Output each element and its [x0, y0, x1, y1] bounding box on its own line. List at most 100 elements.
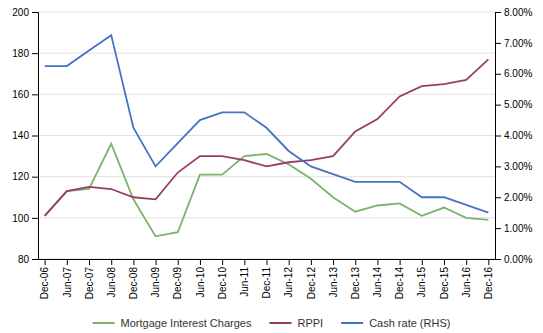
chart: Dec-06 Jun-07 Dec-07 Jun-08 Dec-08 Jun-09 Dec-… — [0, 0, 543, 333]
tick: 200 — [12, 7, 38, 18]
x-axis: Dec-06 Jun-07 Dec-07 Jun-08 Dec-08 Jun-09 Dec-… — [39, 259, 496, 299]
tick-label: Jun-12 — [283, 267, 294, 298]
tick-mark — [32, 136, 38, 137]
tick-label: 2.00% — [504, 192, 532, 203]
tick-label: 3.00% — [504, 161, 532, 172]
legend: Mortgage Interest Charges RPPI Cash rate (… — [93, 317, 451, 329]
tick-label: Jun-07 — [62, 267, 73, 298]
tick: Dec-09 — [172, 259, 183, 299]
tick-label: Dec-14 — [394, 267, 405, 300]
tick-mark — [488, 259, 489, 265]
tick: Dec-06 — [39, 259, 50, 299]
tick-label: Dec-12 — [306, 267, 317, 300]
tick-mark — [355, 259, 356, 265]
tick-label: 80 — [18, 254, 30, 265]
tick: Dec-13 — [350, 259, 361, 299]
tick-label: 7.00% — [504, 38, 532, 49]
legend-swatch — [93, 322, 115, 324]
tick-mark — [32, 218, 38, 219]
series-group — [45, 35, 489, 236]
tick-mark — [495, 12, 501, 13]
tick-label: Jun-16 — [461, 267, 472, 298]
grid-line — [38, 53, 495, 54]
tick-label: Jun-08 — [106, 267, 117, 298]
series-line — [45, 144, 489, 237]
tick: 0.00% — [495, 254, 532, 265]
plot: Dec-06 Jun-07 Dec-07 Jun-08 Dec-08 Jun-09 Dec-… — [12, 7, 532, 300]
tick-label: 6.00% — [504, 68, 532, 79]
axis-line — [496, 13, 502, 260]
legend-label: RPPI — [297, 317, 323, 329]
tick: Jun-07 — [62, 259, 73, 298]
tick: 100 — [12, 213, 38, 224]
tick: 3.00% — [495, 161, 532, 172]
legend-item: Cash rate (RHS) — [341, 317, 450, 329]
tick-mark — [495, 166, 501, 167]
tick: Dec-08 — [128, 259, 139, 299]
legend-item: Mortgage Interest Charges — [93, 317, 252, 329]
tick-label: Jun-13 — [328, 267, 339, 298]
tick-mark — [422, 259, 423, 265]
tick: 6.00% — [495, 68, 532, 79]
tick-mark — [244, 259, 245, 265]
tick-mark — [32, 259, 38, 260]
tick-mark — [311, 259, 312, 265]
tick-mark — [111, 259, 112, 265]
tick-label: Dec-10 — [217, 267, 228, 300]
tick: Dec-16 — [483, 259, 494, 299]
tick-label: 120 — [12, 171, 29, 182]
tick-mark — [333, 259, 334, 265]
grid-line — [38, 12, 495, 13]
grid-line — [38, 135, 495, 136]
tick-label: Dec-11 — [261, 267, 272, 299]
tick-mark — [495, 136, 501, 137]
tick-mark — [466, 259, 467, 265]
legend-item: RPPI — [269, 317, 323, 329]
tick-label: 5.00% — [504, 99, 532, 110]
tick-mark — [89, 259, 90, 265]
tick: Jun-09 — [150, 259, 161, 298]
tick: Dec-07 — [84, 259, 95, 299]
tick: Dec-12 — [306, 259, 317, 299]
tick-label: 4.00% — [504, 130, 532, 141]
tick-label: 8.00% — [504, 7, 532, 18]
tick: 5.00% — [495, 99, 532, 110]
tick-mark — [178, 259, 179, 265]
tick-label: 1.00% — [504, 223, 532, 234]
grid-line — [38, 176, 495, 177]
tick-mark — [32, 94, 38, 95]
tick-label: 200 — [12, 7, 29, 18]
tick-label: 160 — [12, 89, 29, 100]
tick-label: 180 — [12, 48, 29, 59]
tick-mark — [156, 259, 157, 265]
y2-axis: 0.00% 1.00% 2.00% 3.00% 4.00% 5.00% 6.00% 7.00%… — [495, 7, 532, 265]
tick-mark — [495, 228, 501, 229]
legend-swatch — [341, 322, 363, 324]
tick-label: Jun-15 — [416, 267, 427, 298]
tick-label: Dec-09 — [172, 267, 183, 300]
axis-line — [32, 13, 39, 260]
legend-label: Mortgage Interest Charges — [121, 317, 252, 329]
tick: Dec-10 — [217, 259, 228, 299]
tick: Dec-11 — [261, 259, 272, 299]
tick: Jun-12 — [283, 259, 294, 298]
tick: Jun-14 — [372, 259, 383, 298]
grid-line — [38, 94, 495, 95]
tick: 160 — [12, 89, 38, 100]
tick: Jun-08 — [106, 259, 117, 298]
tick-mark — [67, 259, 68, 265]
tick: Jun-10 — [195, 259, 206, 298]
tick-label: Jun-09 — [150, 267, 161, 298]
tick: 8.00% — [495, 7, 532, 18]
tick-mark — [377, 259, 378, 265]
tick: 80 — [18, 254, 38, 265]
tick-mark — [200, 259, 201, 265]
tick-mark — [444, 259, 445, 265]
tick: Jun-13 — [328, 259, 339, 298]
tick: 1.00% — [495, 223, 532, 234]
tick-label: Jun-14 — [372, 267, 383, 298]
tick: Dec-14 — [394, 259, 405, 299]
tick-mark — [222, 259, 223, 265]
tick-mark — [45, 259, 46, 265]
tick: 2.00% — [495, 192, 532, 203]
